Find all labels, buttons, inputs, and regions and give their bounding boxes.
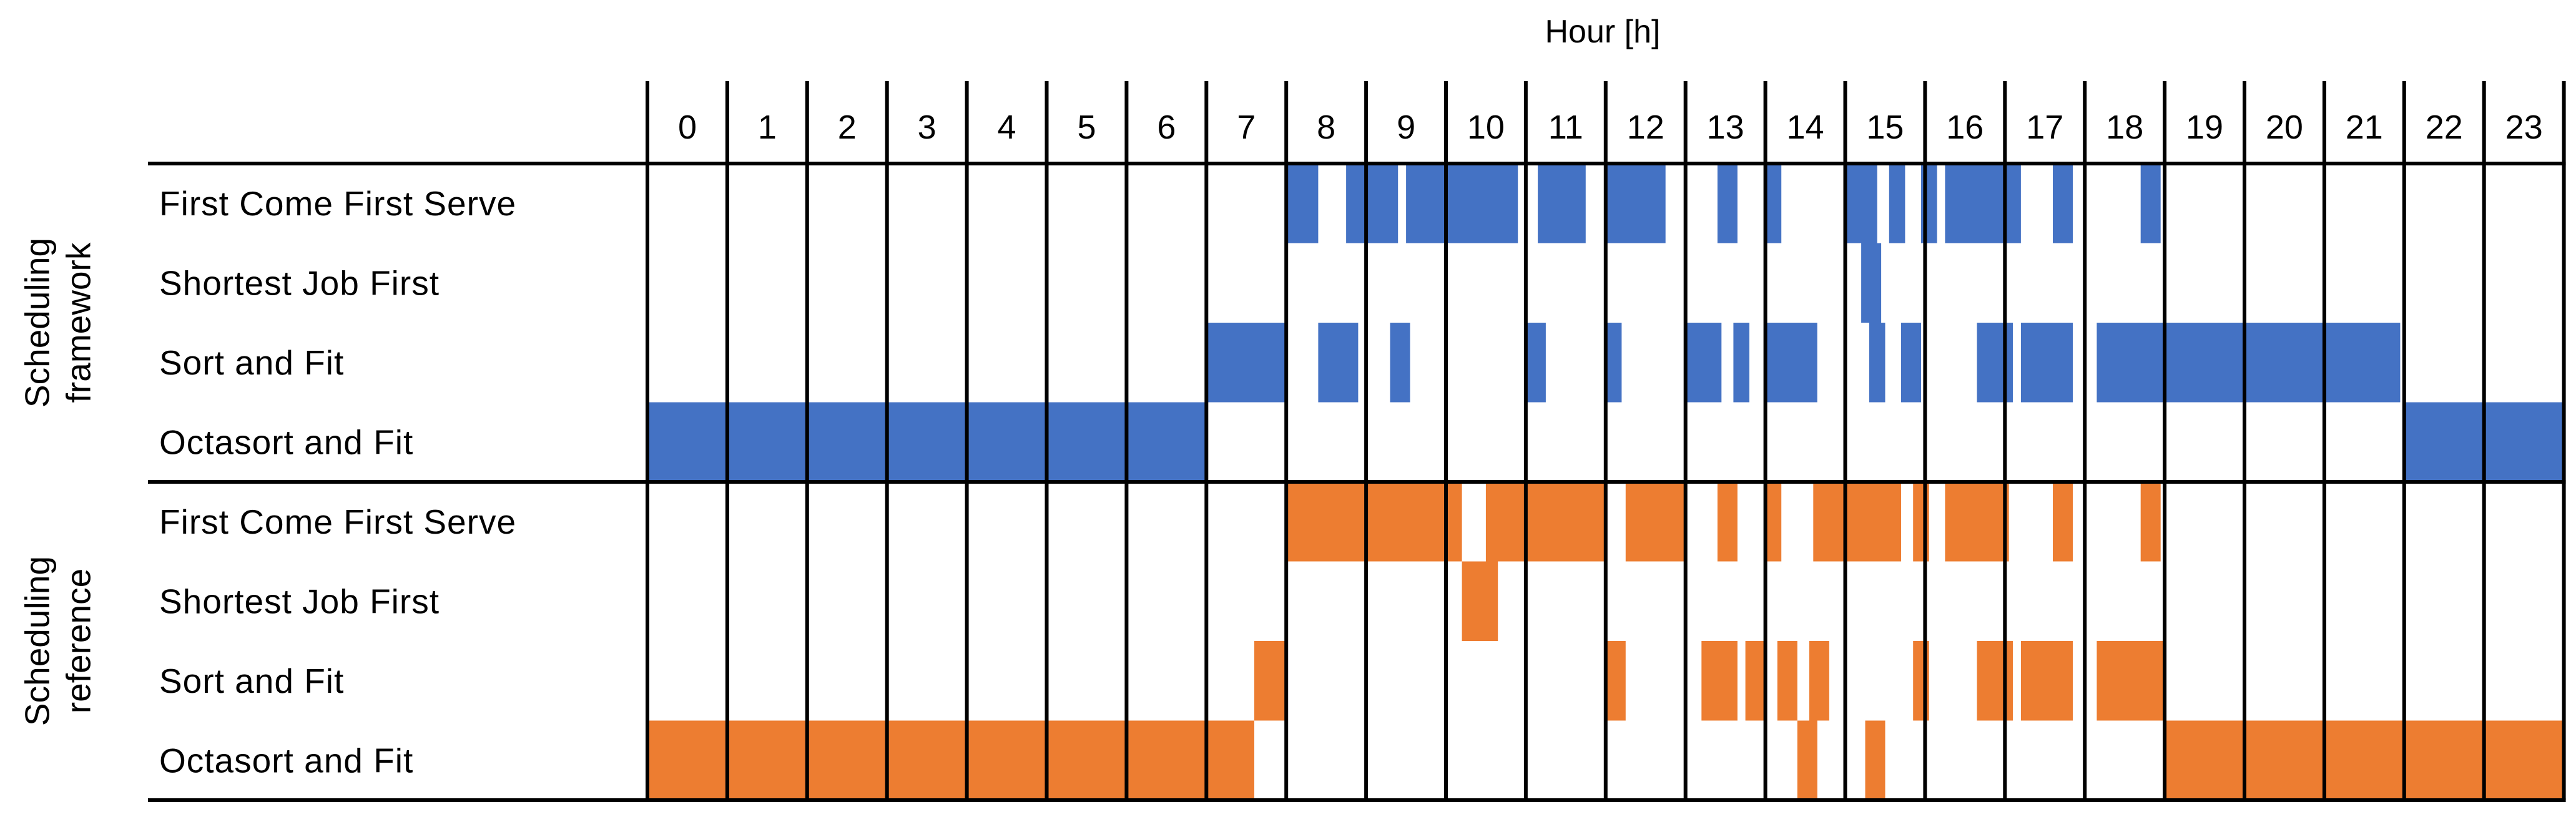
schedule-bar bbox=[1869, 323, 1885, 403]
row-label: Octasort and Fit bbox=[159, 423, 413, 461]
schedule-bar bbox=[1346, 164, 1399, 243]
schedule-bar bbox=[2053, 164, 2073, 243]
schedule-bar bbox=[1390, 323, 1410, 403]
x-axis-title: Hour [h] bbox=[1545, 14, 1661, 50]
row-label: Sort and Fit bbox=[159, 662, 344, 700]
hour-tick-label: 23 bbox=[2505, 109, 2543, 146]
schedule-bar bbox=[1206, 323, 1287, 403]
schedule-bar bbox=[1845, 164, 1877, 243]
schedule-bar bbox=[1525, 323, 1546, 403]
schedule-bar bbox=[1977, 323, 2013, 403]
schedule-bar bbox=[1765, 482, 1782, 562]
schedule-bar bbox=[1813, 482, 1901, 562]
hour-tick-label: 14 bbox=[1787, 109, 1824, 146]
schedule-bar bbox=[2140, 164, 2161, 243]
hour-tick-label: 19 bbox=[2186, 109, 2223, 146]
schedule-bar bbox=[1318, 323, 1359, 403]
hour-tick-label: 16 bbox=[1946, 109, 1984, 146]
schedule-bar bbox=[647, 402, 1207, 482]
schedule-bar bbox=[1733, 323, 1749, 403]
hour-tick-label: 9 bbox=[1397, 109, 1415, 146]
hour-tick-label: 21 bbox=[2346, 109, 2383, 146]
row-label: Sort and Fit bbox=[159, 343, 344, 382]
row-label: Shortest Job First bbox=[159, 582, 440, 620]
schedule-bar bbox=[1945, 164, 2021, 243]
schedule-bar bbox=[1605, 323, 1622, 403]
hour-tick-label: 2 bbox=[838, 109, 857, 146]
schedule-bar bbox=[1462, 561, 1498, 641]
schedule-bar bbox=[2097, 323, 2401, 403]
schedule-bar bbox=[1538, 164, 1586, 243]
schedule-bar bbox=[1945, 482, 2009, 562]
schedule-bar bbox=[1717, 164, 1738, 243]
schedule-bar bbox=[1865, 720, 1885, 800]
schedule-bar bbox=[2140, 482, 2161, 562]
schedule-bar bbox=[1901, 323, 1921, 403]
hour-tick-label: 12 bbox=[1627, 109, 1664, 146]
schedule-bar bbox=[2165, 720, 2564, 800]
hour-tick-label: 7 bbox=[1237, 109, 1256, 146]
schedule-bar bbox=[2020, 323, 2073, 403]
group-label: Schedulingreference bbox=[17, 556, 97, 726]
schedule-bar bbox=[647, 720, 1254, 800]
row-label: Octasort and Fit bbox=[159, 741, 413, 780]
schedule-bar bbox=[1797, 720, 1817, 800]
hour-tick-label: 0 bbox=[678, 109, 697, 146]
schedule-bar bbox=[2020, 641, 2073, 721]
schedule-bar bbox=[2097, 641, 2165, 721]
schedule-bar bbox=[1809, 641, 1829, 721]
schedule-bar bbox=[1977, 641, 2013, 721]
group-label-line2: reference bbox=[59, 569, 97, 713]
hour-tick-label: 6 bbox=[1157, 109, 1176, 146]
schedule-bar bbox=[1485, 482, 1606, 562]
schedule-bar bbox=[1685, 323, 1722, 403]
schedule-bar bbox=[1254, 641, 1287, 721]
group-label-line2: framework bbox=[59, 242, 97, 403]
hour-tick-label: 22 bbox=[2426, 109, 2463, 146]
schedule-bar bbox=[1605, 164, 1666, 243]
hour-tick-label: 10 bbox=[1467, 109, 1505, 146]
group-label-line1: Scheduling bbox=[17, 238, 56, 408]
schedule-bar bbox=[1777, 641, 1797, 721]
hour-tick-label: 13 bbox=[1707, 109, 1744, 146]
row-label: Shortest Job First bbox=[159, 263, 440, 302]
schedule-bar bbox=[1765, 323, 1817, 403]
hour-tick-label: 5 bbox=[1077, 109, 1096, 146]
hour-tick-label: 4 bbox=[997, 109, 1016, 146]
schedule-bar bbox=[1701, 641, 1738, 721]
schedule-bar bbox=[1625, 482, 1686, 562]
group-label: Schedulingframework bbox=[17, 238, 97, 408]
hour-tick-label: 17 bbox=[2026, 109, 2063, 146]
schedule-bar bbox=[1765, 164, 1782, 243]
schedule-bar bbox=[1605, 641, 1626, 721]
schedule-bar bbox=[1745, 641, 1766, 721]
hour-tick-label: 20 bbox=[2266, 109, 2303, 146]
row-label: First Come First Serve bbox=[159, 184, 516, 223]
schedule-bar bbox=[1889, 164, 1905, 243]
schedule-bar bbox=[1861, 243, 1882, 323]
hour-tick-label: 11 bbox=[1548, 109, 1583, 146]
hour-tick-label: 15 bbox=[1866, 109, 1904, 146]
row-label: First Come First Serve bbox=[159, 502, 516, 541]
schedule-bar bbox=[1286, 164, 1319, 243]
hour-tick-label: 18 bbox=[2106, 109, 2143, 146]
hour-tick-label: 3 bbox=[918, 109, 937, 146]
schedule-bar bbox=[1286, 482, 1462, 562]
schedule-bar bbox=[1406, 164, 1518, 243]
schedule-bar bbox=[1717, 482, 1738, 562]
group-label-line1: Scheduling bbox=[17, 556, 56, 726]
hour-tick-label: 8 bbox=[1317, 109, 1335, 146]
schedule-bar bbox=[2053, 482, 2073, 562]
hour-tick-label: 1 bbox=[758, 109, 777, 146]
